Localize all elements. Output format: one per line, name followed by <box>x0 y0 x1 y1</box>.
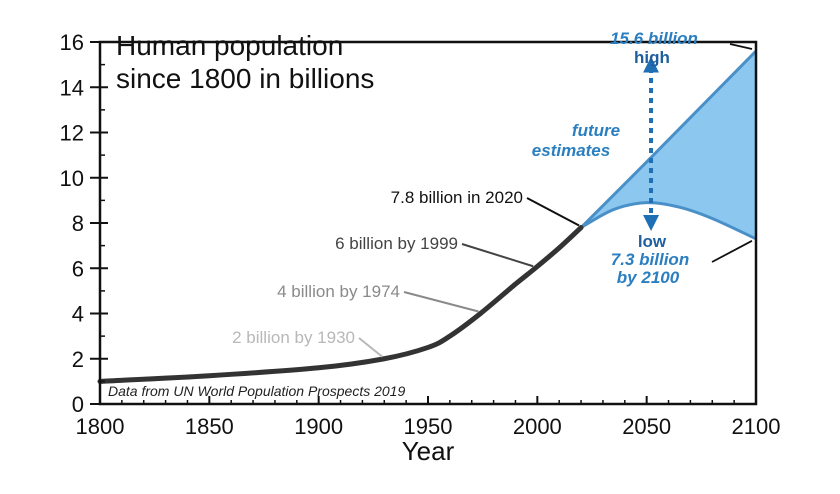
annotation-4-billion: 4 billion by 1974 <box>277 282 400 301</box>
x-tick-label: 2100 <box>732 414 781 439</box>
annotation-leader-line <box>526 197 580 227</box>
historical-population-line <box>97 225 584 384</box>
y-tick-label: 14 <box>60 75 84 100</box>
high-leader-line <box>729 43 753 50</box>
annotation-2-billion: 2 billion by 1930 <box>232 328 355 347</box>
x-tick-label: 2000 <box>513 414 562 439</box>
low-value-label: 7.3 billion <box>611 250 689 269</box>
estimates-label-line-2: estimates <box>532 141 610 160</box>
x-tick-label: 1850 <box>185 414 234 439</box>
y-tick-label: 10 <box>60 166 84 191</box>
high-value-label: 15.6 billion <box>610 29 698 48</box>
y-tick-label: 16 <box>60 30 84 55</box>
low-word-label: low <box>638 232 667 251</box>
y-tick-label: 6 <box>72 256 84 281</box>
annotation-leader-line <box>403 291 479 313</box>
chart-title-line-1: Human population <box>116 30 343 61</box>
x-axis-title: Year <box>402 436 455 466</box>
x-tick-label: 1950 <box>404 414 453 439</box>
low-year-label: by 2100 <box>617 268 680 287</box>
chart-title-line-2: since 1800 in billions <box>116 63 374 94</box>
annotation-7-8-billion: 7.8 billion in 2020 <box>391 188 523 207</box>
x-tick-label: 1900 <box>294 414 343 439</box>
y-tick-label: 8 <box>72 211 84 236</box>
estimates-label-line-1: future <box>572 121 620 140</box>
projection-band <box>581 51 756 239</box>
low-leader-line <box>711 240 753 263</box>
y-tick-label: 0 <box>72 392 84 417</box>
annotation-leader-line <box>461 243 534 268</box>
annotation-leader-line <box>358 337 383 358</box>
y-tick-label: 12 <box>60 121 84 146</box>
plot-frame <box>98 40 758 406</box>
x-tick-label: 2050 <box>622 414 671 439</box>
annotation-6-billion: 6 billion by 1999 <box>335 234 458 253</box>
source-note: Data from UN World Population Prospects … <box>108 383 405 399</box>
y-tick-label: 4 <box>72 302 84 327</box>
y-tick-label: 2 <box>72 347 84 372</box>
high-word-label: high <box>634 48 670 67</box>
x-tick-label: 1800 <box>76 414 125 439</box>
low-projection-line <box>580 201 757 241</box>
